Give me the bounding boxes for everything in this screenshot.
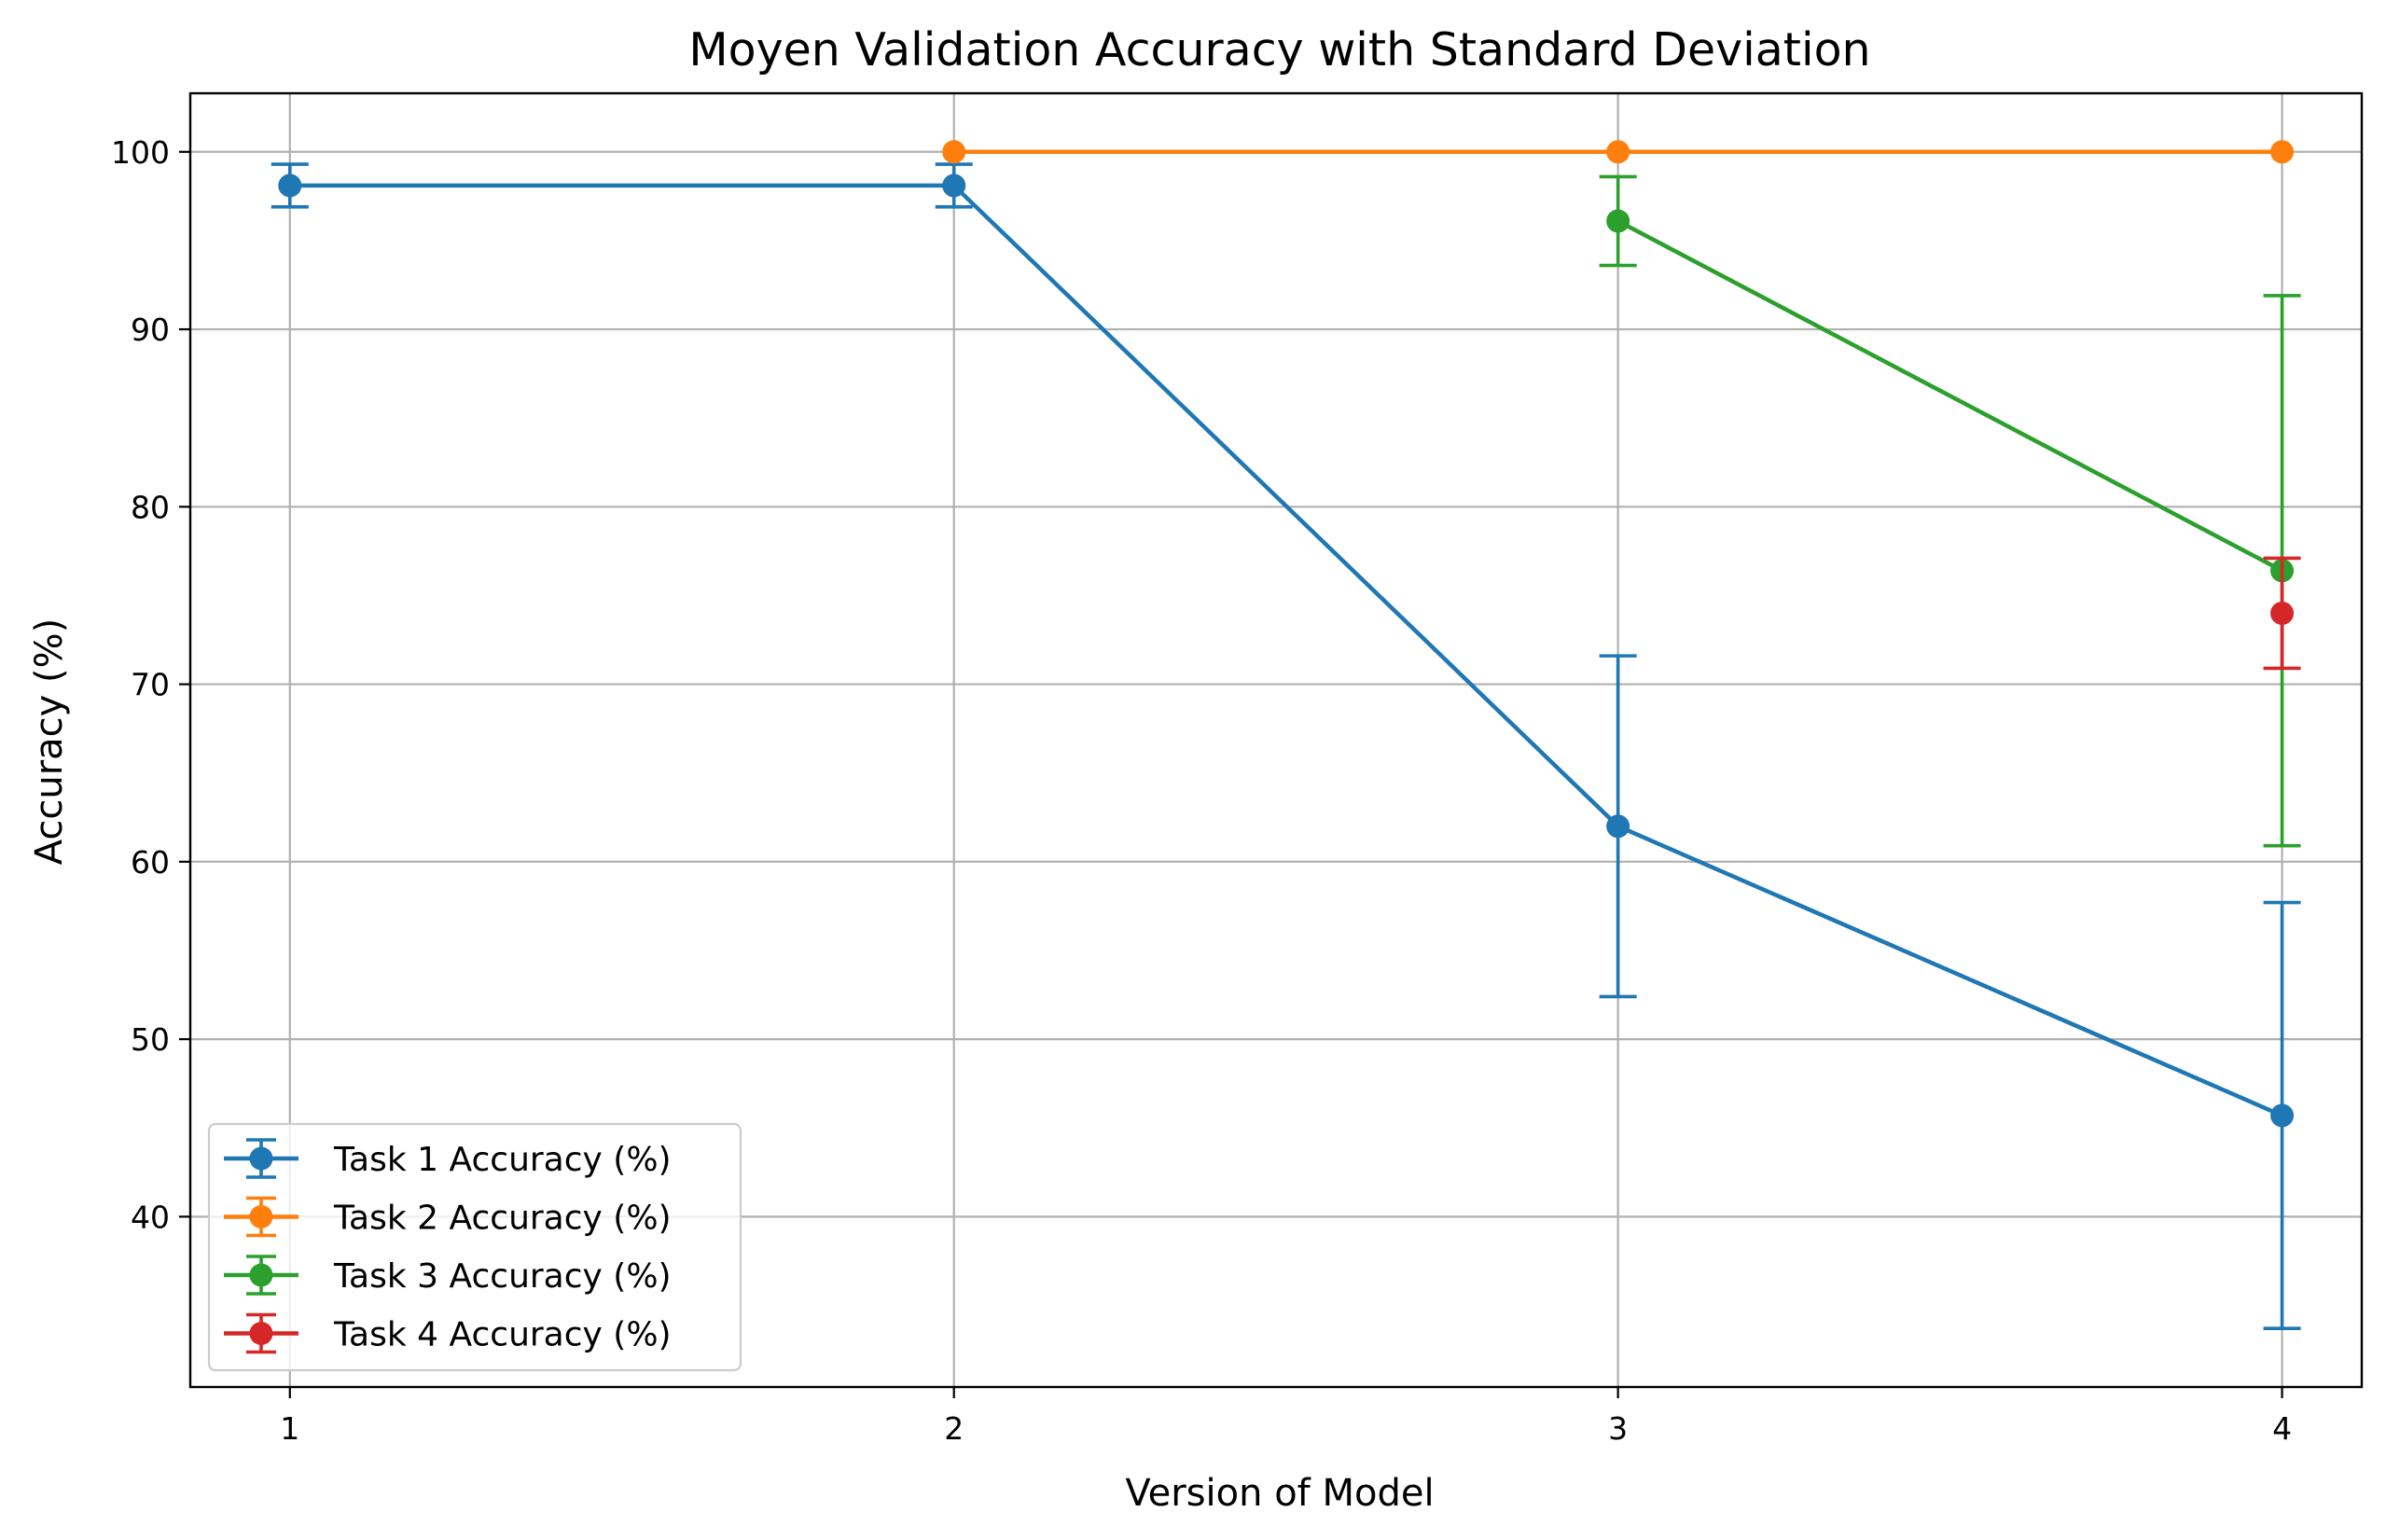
series-line (1616, 218, 2283, 573)
series-line (289, 183, 2283, 1117)
series-task-2 (942, 140, 2295, 164)
data-point (278, 173, 302, 198)
legend-label: Task 4 Accuracy (%) (333, 1316, 672, 1354)
legend-marker (249, 1322, 273, 1345)
data-point (942, 173, 966, 198)
legend-entry: Task 4 Accuracy (%) (224, 1312, 672, 1354)
y-tick-label: 100 (111, 134, 170, 171)
legend-entry: Task 3 Accuracy (%) (224, 1255, 672, 1296)
legend: Task 1 Accuracy (%) Task 2 Accuracy (%) Ta… (207, 1122, 742, 1372)
legend-frame (207, 1122, 742, 1372)
data-point (1606, 814, 1630, 839)
data-point (2270, 1103, 2295, 1128)
legend-label: Task 2 Accuracy (%) (333, 1200, 672, 1238)
y-tick-label: 40 (131, 1199, 170, 1235)
y-tick-label: 60 (131, 844, 170, 881)
x-tick-label: 3 (1608, 1410, 1628, 1447)
y-tick-label: 80 (131, 489, 170, 525)
series-task-3 (1599, 174, 2301, 848)
legend-marker (249, 1263, 273, 1287)
legend-label: Task 3 Accuracy (%) (333, 1257, 672, 1296)
data-point (942, 140, 966, 164)
y-axis-title: Accuracy (%) (28, 618, 71, 866)
plot-frame (188, 91, 2364, 1389)
series-task-4 (2263, 556, 2301, 671)
y-tick-label: 70 (131, 667, 170, 703)
y-tick-label: 50 (131, 1021, 170, 1058)
x-tick-label: 2 (944, 1410, 964, 1447)
legend-marker (249, 1146, 273, 1171)
legend-entry: Task 2 Accuracy (%) (224, 1196, 672, 1238)
data-point (1606, 140, 1630, 164)
legend-marker (249, 1205, 273, 1228)
data-point (2270, 140, 2295, 164)
data-point (2270, 601, 2295, 625)
series-layer (271, 140, 2301, 1331)
x-tick-label: 1 (280, 1410, 299, 1447)
legend-entry: Task 1 Accuracy (%) (224, 1138, 672, 1179)
y-tick-label: 90 (131, 312, 170, 348)
series-task-1 (271, 162, 2301, 1331)
x-tick-label: 4 (2272, 1410, 2292, 1447)
chart-title: Moyen Validation Accuracy with Standard … (688, 23, 1870, 76)
x-axis-title: Version of Model (1125, 1472, 1434, 1515)
data-point (1606, 209, 1630, 233)
tick-layer: 1 2 3 4 40 50 60 70 80 90 100 (111, 134, 2292, 1447)
legend-label: Task 1 Accuracy (%) (333, 1141, 672, 1179)
